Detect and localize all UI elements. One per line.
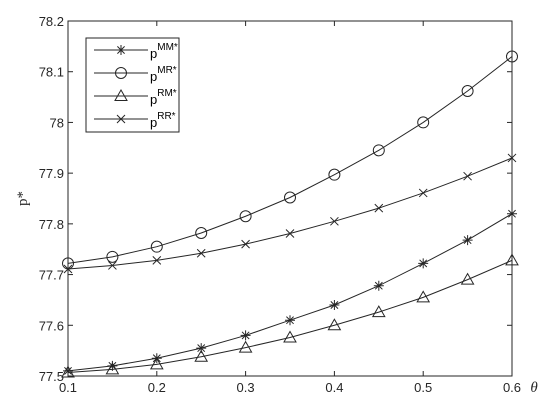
legend-label-sup: RR*	[157, 111, 175, 122]
data-point	[507, 208, 517, 219]
data-point	[330, 216, 339, 226]
data-point	[418, 258, 429, 269]
data-point	[105, 362, 120, 375]
legend-label-sup: MR*	[157, 65, 177, 76]
series-line	[67, 259, 513, 373]
legend-label: pRM*	[150, 88, 177, 107]
data-point	[63, 264, 73, 274]
data-point	[150, 240, 163, 253]
legend-item: pMR*	[94, 65, 177, 84]
data-point	[371, 305, 386, 318]
data-point	[239, 210, 252, 223]
y-tick-label: 77.6	[39, 318, 64, 333]
y-tick-label: 77.8	[39, 217, 64, 232]
data-point	[195, 226, 208, 239]
y-tick-label: 78.1	[39, 65, 64, 80]
legend-marker	[116, 45, 126, 55]
data-point	[285, 229, 295, 238]
data-point	[461, 84, 474, 97]
data-point	[106, 250, 119, 263]
plot-area: 0.1 0.2 0.3 0.4 0.5 0.6 77.5 77.6 77.7 77.8 77.9 78…	[15, 14, 538, 396]
y-axis-label: p*	[15, 191, 31, 206]
x-tick-label: 0.4	[325, 380, 343, 395]
legend-label-base: p	[150, 92, 157, 107]
data-point	[152, 256, 162, 265]
legend-marker	[115, 67, 127, 79]
data-point	[462, 235, 473, 246]
x-axis-label: θ	[530, 380, 538, 396]
data-point	[505, 253, 519, 266]
data-point	[63, 365, 73, 376]
data-point	[507, 153, 517, 163]
data-point	[460, 272, 475, 285]
legend-label-base: p	[150, 115, 157, 130]
data-point	[108, 261, 117, 270]
data-point	[285, 315, 295, 326]
series-rm	[61, 253, 519, 378]
legend-label-base: p	[150, 69, 157, 84]
data-point	[238, 340, 253, 353]
legend-item: pMM*	[94, 42, 178, 61]
data-point	[374, 203, 384, 213]
legend-box	[85, 37, 180, 133]
legend-label: pMR*	[150, 65, 177, 84]
x-tick-label: 0.3	[237, 380, 255, 395]
legend-label: pRR*	[150, 111, 176, 130]
x-tick-label: 0.1	[59, 380, 77, 395]
data-point	[416, 290, 431, 303]
legend: pMM*pMR*pRM*pRR*	[85, 37, 180, 133]
data-point	[283, 330, 297, 343]
data-point	[194, 349, 209, 362]
legend-item: pRM*	[94, 88, 177, 107]
data-point	[196, 248, 206, 258]
y-tick-label: 77.7	[39, 268, 64, 283]
legend-marker	[116, 114, 126, 124]
legend-label-sup: MM*	[157, 42, 178, 53]
data-point	[328, 168, 341, 181]
data-point	[506, 50, 518, 63]
data-point	[463, 171, 472, 181]
legend-label-sup: RM*	[157, 88, 177, 99]
x-tick-label: 0.5	[414, 380, 432, 395]
x-tick-label: 0.2	[148, 380, 166, 395]
legend-item: pRR*	[94, 111, 176, 130]
y-tick-label: 78.2	[39, 14, 64, 29]
y-tick-label: 78	[50, 115, 64, 130]
data-point	[327, 318, 342, 331]
data-point	[61, 365, 75, 378]
y-tick-label: 77.5	[39, 369, 64, 384]
data-point	[418, 188, 428, 198]
data-point	[329, 300, 340, 310]
data-point	[373, 280, 384, 291]
data-point	[149, 357, 164, 370]
legend-label: pMM*	[150, 42, 178, 61]
series-mr	[62, 50, 518, 270]
series-rr	[63, 153, 517, 274]
data-point	[196, 343, 207, 354]
y-tick-label: 77.9	[39, 166, 64, 181]
data-point	[107, 360, 118, 371]
data-point	[417, 116, 430, 129]
legend-marker	[114, 88, 128, 101]
series-line	[67, 56, 513, 264]
x-tick-label: 0.6	[503, 380, 521, 395]
data-point	[241, 239, 250, 249]
data-point	[240, 330, 251, 341]
data-point	[372, 144, 385, 157]
data-point	[284, 191, 296, 204]
legend-label-base: p	[150, 46, 157, 61]
